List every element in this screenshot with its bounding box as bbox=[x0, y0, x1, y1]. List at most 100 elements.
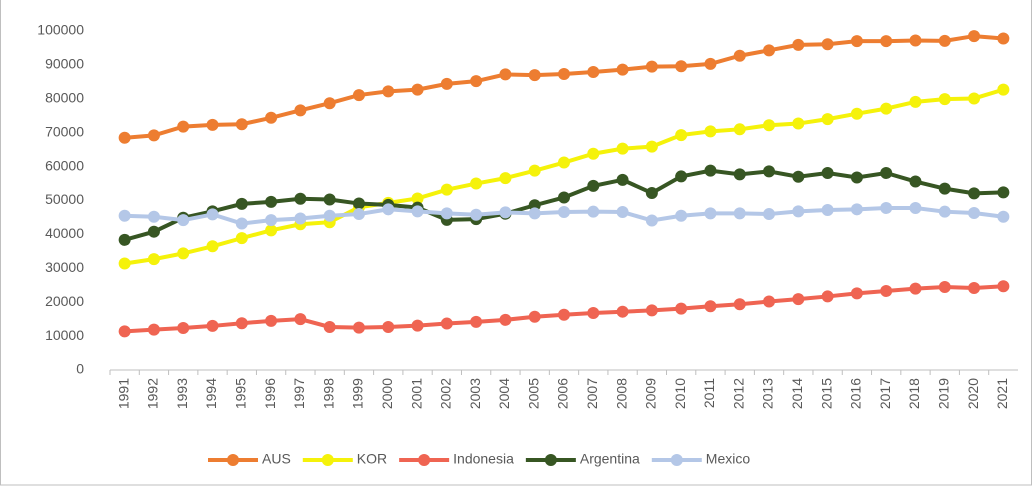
data-point bbox=[265, 195, 278, 208]
x-tick-label: 2013 bbox=[760, 378, 776, 409]
x-tick-label: 1999 bbox=[350, 378, 366, 409]
data-point bbox=[850, 203, 863, 216]
x-tick-label: 2011 bbox=[701, 378, 717, 408]
data-point bbox=[206, 240, 219, 253]
data-point bbox=[118, 233, 131, 246]
data-point bbox=[733, 207, 746, 220]
legend-label: Indonesia bbox=[453, 451, 514, 467]
legend-marker bbox=[544, 454, 557, 466]
data-point bbox=[704, 125, 717, 138]
legend-marker bbox=[227, 454, 239, 466]
x-tick-label: 2003 bbox=[467, 378, 483, 409]
data-point bbox=[850, 107, 863, 120]
data-point bbox=[909, 175, 922, 188]
data-point bbox=[675, 170, 688, 183]
data-point bbox=[294, 192, 307, 205]
data-point bbox=[177, 214, 190, 227]
data-point bbox=[763, 295, 776, 308]
legend-label: AUS bbox=[262, 451, 291, 467]
data-point bbox=[352, 321, 365, 334]
data-point bbox=[968, 187, 981, 200]
data-point bbox=[382, 85, 395, 98]
data-point bbox=[997, 186, 1010, 199]
data-point bbox=[792, 205, 805, 218]
data-point bbox=[177, 321, 190, 334]
data-point bbox=[675, 302, 688, 315]
data-point bbox=[968, 92, 981, 105]
data-point bbox=[499, 68, 512, 81]
x-tick-label: 1993 bbox=[174, 378, 190, 409]
data-point bbox=[938, 34, 951, 47]
legend-marker bbox=[670, 454, 683, 466]
data-point bbox=[147, 323, 160, 336]
data-point bbox=[792, 117, 805, 130]
data-point bbox=[440, 183, 453, 196]
x-tick-label: 1992 bbox=[145, 378, 161, 409]
x-tick-label: 2002 bbox=[438, 378, 454, 409]
x-tick-label: 1996 bbox=[262, 378, 278, 409]
data-point bbox=[235, 317, 248, 330]
x-tick-label: 2007 bbox=[584, 378, 600, 409]
x-tick-label: 2012 bbox=[730, 378, 746, 409]
data-point bbox=[880, 102, 893, 115]
data-point bbox=[440, 207, 453, 220]
legend-label: KOR bbox=[357, 451, 387, 467]
data-point bbox=[645, 304, 658, 317]
data-point bbox=[528, 207, 541, 220]
data-point bbox=[616, 173, 629, 186]
data-point bbox=[323, 209, 336, 222]
data-point bbox=[558, 308, 570, 321]
data-point bbox=[909, 95, 922, 108]
data-point bbox=[675, 129, 688, 142]
data-point bbox=[997, 210, 1010, 223]
data-point bbox=[821, 113, 834, 126]
data-point bbox=[235, 232, 248, 245]
x-tick-label: 2015 bbox=[818, 378, 834, 409]
data-point bbox=[587, 147, 600, 160]
data-point bbox=[850, 35, 863, 48]
data-point bbox=[821, 203, 834, 216]
x-tick-label: 2019 bbox=[935, 378, 951, 409]
data-point bbox=[528, 310, 541, 323]
data-point bbox=[733, 49, 746, 62]
data-point bbox=[733, 168, 746, 181]
data-point bbox=[675, 60, 688, 73]
data-point bbox=[528, 164, 541, 177]
legend-label: Mexico bbox=[706, 451, 751, 467]
data-point bbox=[294, 313, 307, 326]
data-point bbox=[616, 206, 629, 219]
data-point bbox=[265, 214, 278, 227]
data-point bbox=[792, 38, 805, 51]
data-point bbox=[352, 208, 365, 221]
data-point bbox=[499, 313, 512, 326]
x-tick-label: 2008 bbox=[613, 378, 629, 409]
data-point bbox=[265, 314, 278, 327]
data-point bbox=[763, 165, 776, 178]
data-point bbox=[645, 187, 658, 200]
x-tick-label: 2021 bbox=[994, 378, 1010, 409]
data-point bbox=[470, 315, 483, 328]
data-point bbox=[675, 209, 688, 222]
x-tick-label: 1995 bbox=[233, 378, 249, 409]
data-point bbox=[411, 192, 424, 205]
data-point bbox=[118, 257, 131, 270]
y-tick-label: 90000 bbox=[45, 56, 84, 72]
data-point bbox=[411, 83, 424, 96]
data-point bbox=[587, 205, 600, 218]
x-tick-label: 1997 bbox=[291, 378, 307, 409]
data-point bbox=[645, 140, 658, 153]
data-point bbox=[850, 171, 863, 184]
data-point bbox=[323, 320, 336, 333]
x-tick-label: 2000 bbox=[379, 378, 395, 409]
data-point bbox=[323, 193, 336, 206]
data-point bbox=[645, 60, 658, 73]
data-point bbox=[147, 225, 160, 238]
y-tick-label: 60000 bbox=[45, 157, 84, 173]
x-tick-label: 2014 bbox=[789, 378, 805, 409]
data-point bbox=[411, 319, 424, 332]
data-point bbox=[763, 119, 776, 132]
data-point bbox=[587, 179, 600, 192]
x-tick-label: 2001 bbox=[408, 378, 424, 409]
data-point bbox=[440, 77, 453, 90]
